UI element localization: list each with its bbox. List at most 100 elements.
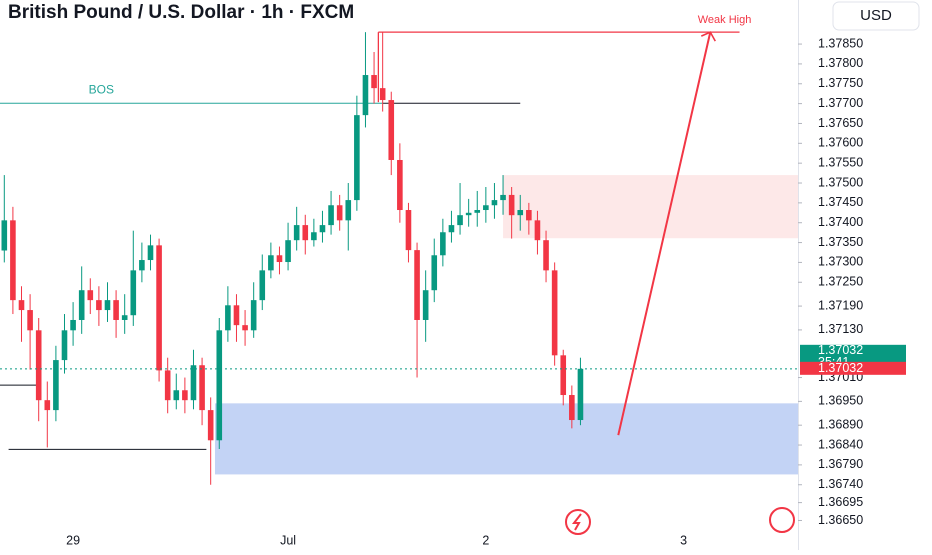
candle-body [1, 220, 8, 251]
candle-body [362, 75, 369, 116]
y-tick-label: 1.36950 [818, 394, 863, 408]
candle-body [207, 410, 214, 441]
x-tick-label: 29 [66, 533, 80, 547]
candle-body [414, 250, 420, 320]
y-tick-label: 1.37250 [818, 275, 863, 289]
currency-label: USD [860, 7, 892, 24]
candle-body [551, 270, 558, 356]
event-icon-glyph [571, 513, 582, 531]
bos-label: BOS [89, 82, 114, 96]
candle-body [182, 390, 188, 401]
candle-body [483, 205, 489, 211]
candle-body [354, 115, 360, 201]
candle-body [371, 75, 377, 89]
supply-zone [503, 175, 798, 239]
x-tick-label: 3 [680, 533, 687, 547]
y-tick-label: 1.36840 [818, 437, 863, 451]
candle-body [173, 390, 180, 401]
target-arrow [617, 31, 712, 436]
y-tick-label: 1.37650 [818, 116, 863, 130]
candle-body [268, 255, 274, 271]
candle-body [440, 232, 446, 256]
calendar-icon[interactable] [769, 507, 795, 533]
y-tick-label: 1.37300 [818, 255, 863, 269]
candle-body [190, 365, 197, 401]
y-tick-label: 1.37800 [818, 56, 863, 70]
y-tick-label: 1.36890 [818, 417, 863, 431]
candle-body [87, 290, 94, 301]
candle-body [543, 240, 549, 271]
y-tick-label: 1.36650 [818, 513, 863, 527]
candle-body [569, 395, 575, 421]
y-tick-label: 1.37350 [818, 235, 863, 249]
candle-body [397, 159, 403, 211]
y-tick-label: 1.37850 [818, 36, 863, 50]
candle-body [508, 194, 515, 216]
candle-body [44, 400, 51, 411]
candle-body [431, 255, 438, 291]
weak-high-label: Weak High [698, 14, 752, 26]
candle-body [293, 225, 300, 241]
candle-body [147, 245, 154, 261]
candle-body [328, 205, 334, 226]
candle-body [156, 245, 162, 371]
candle-body [53, 360, 59, 411]
candle-body [78, 290, 85, 320]
candle-body [405, 210, 412, 251]
candle-body [259, 270, 266, 301]
candle-body [35, 330, 42, 401]
y-tick-label: 1.37190 [818, 298, 863, 312]
candle-body [448, 225, 455, 233]
candle-body [285, 240, 291, 263]
candle-body [388, 100, 395, 160]
candle-body [61, 330, 68, 361]
candle-body [379, 88, 386, 101]
candle-body [311, 232, 317, 241]
y-tick-label: 1.37750 [818, 76, 863, 90]
demand-zone [214, 403, 798, 475]
y-tick-label: 1.36790 [818, 457, 863, 471]
candle-body [130, 270, 137, 316]
y-tick-label: 1.37600 [818, 136, 863, 150]
candle-body [70, 319, 76, 331]
candle-body [27, 310, 33, 331]
candle-body [164, 370, 171, 401]
candle-body [534, 220, 541, 241]
candle-body [18, 300, 25, 311]
candle-body [113, 300, 119, 320]
y-tick-label: 1.37400 [818, 215, 863, 229]
y-tick-label: 1.36740 [818, 477, 863, 491]
currency-button[interactable] [832, 1, 920, 31]
candle-body [233, 305, 240, 326]
candle-body [491, 200, 498, 206]
candle-body [242, 325, 248, 331]
candle-body [250, 300, 257, 331]
y-tick-label: 1.37500 [818, 175, 863, 189]
price-badge-label: 1.37032 [818, 343, 863, 357]
candle-body [560, 355, 567, 396]
candle-body [199, 365, 205, 411]
x-tick-label: 2 [482, 533, 489, 547]
candle-body [216, 330, 223, 441]
candle-body [500, 194, 506, 201]
y-tick-label: 1.37130 [818, 322, 863, 336]
candle-body [139, 260, 145, 271]
plot: BOS Weak High [0, 14, 798, 485]
y-tick-label: 1.37450 [818, 195, 863, 209]
candle-body [517, 210, 524, 216]
candle-body [474, 210, 481, 213]
candle-body [465, 212, 472, 216]
chart-title: British Pound / U.S. Dollar · 1h · FXCM [8, 2, 354, 23]
candle-body [577, 368, 584, 421]
candle-body [457, 215, 463, 226]
arrow-head [700, 31, 716, 42]
candle-body [336, 205, 343, 221]
candle-body [121, 315, 128, 320]
y-tick-label: 1.36695 [818, 495, 863, 509]
candle-body [422, 290, 429, 320]
price-badge-red-label: 1.37032 [818, 361, 863, 375]
candle-body [345, 200, 352, 221]
candle-body [225, 305, 231, 331]
price-badge-red [800, 361, 906, 375]
